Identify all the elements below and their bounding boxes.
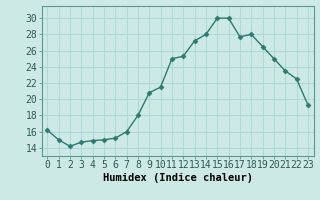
X-axis label: Humidex (Indice chaleur): Humidex (Indice chaleur) <box>103 173 252 183</box>
